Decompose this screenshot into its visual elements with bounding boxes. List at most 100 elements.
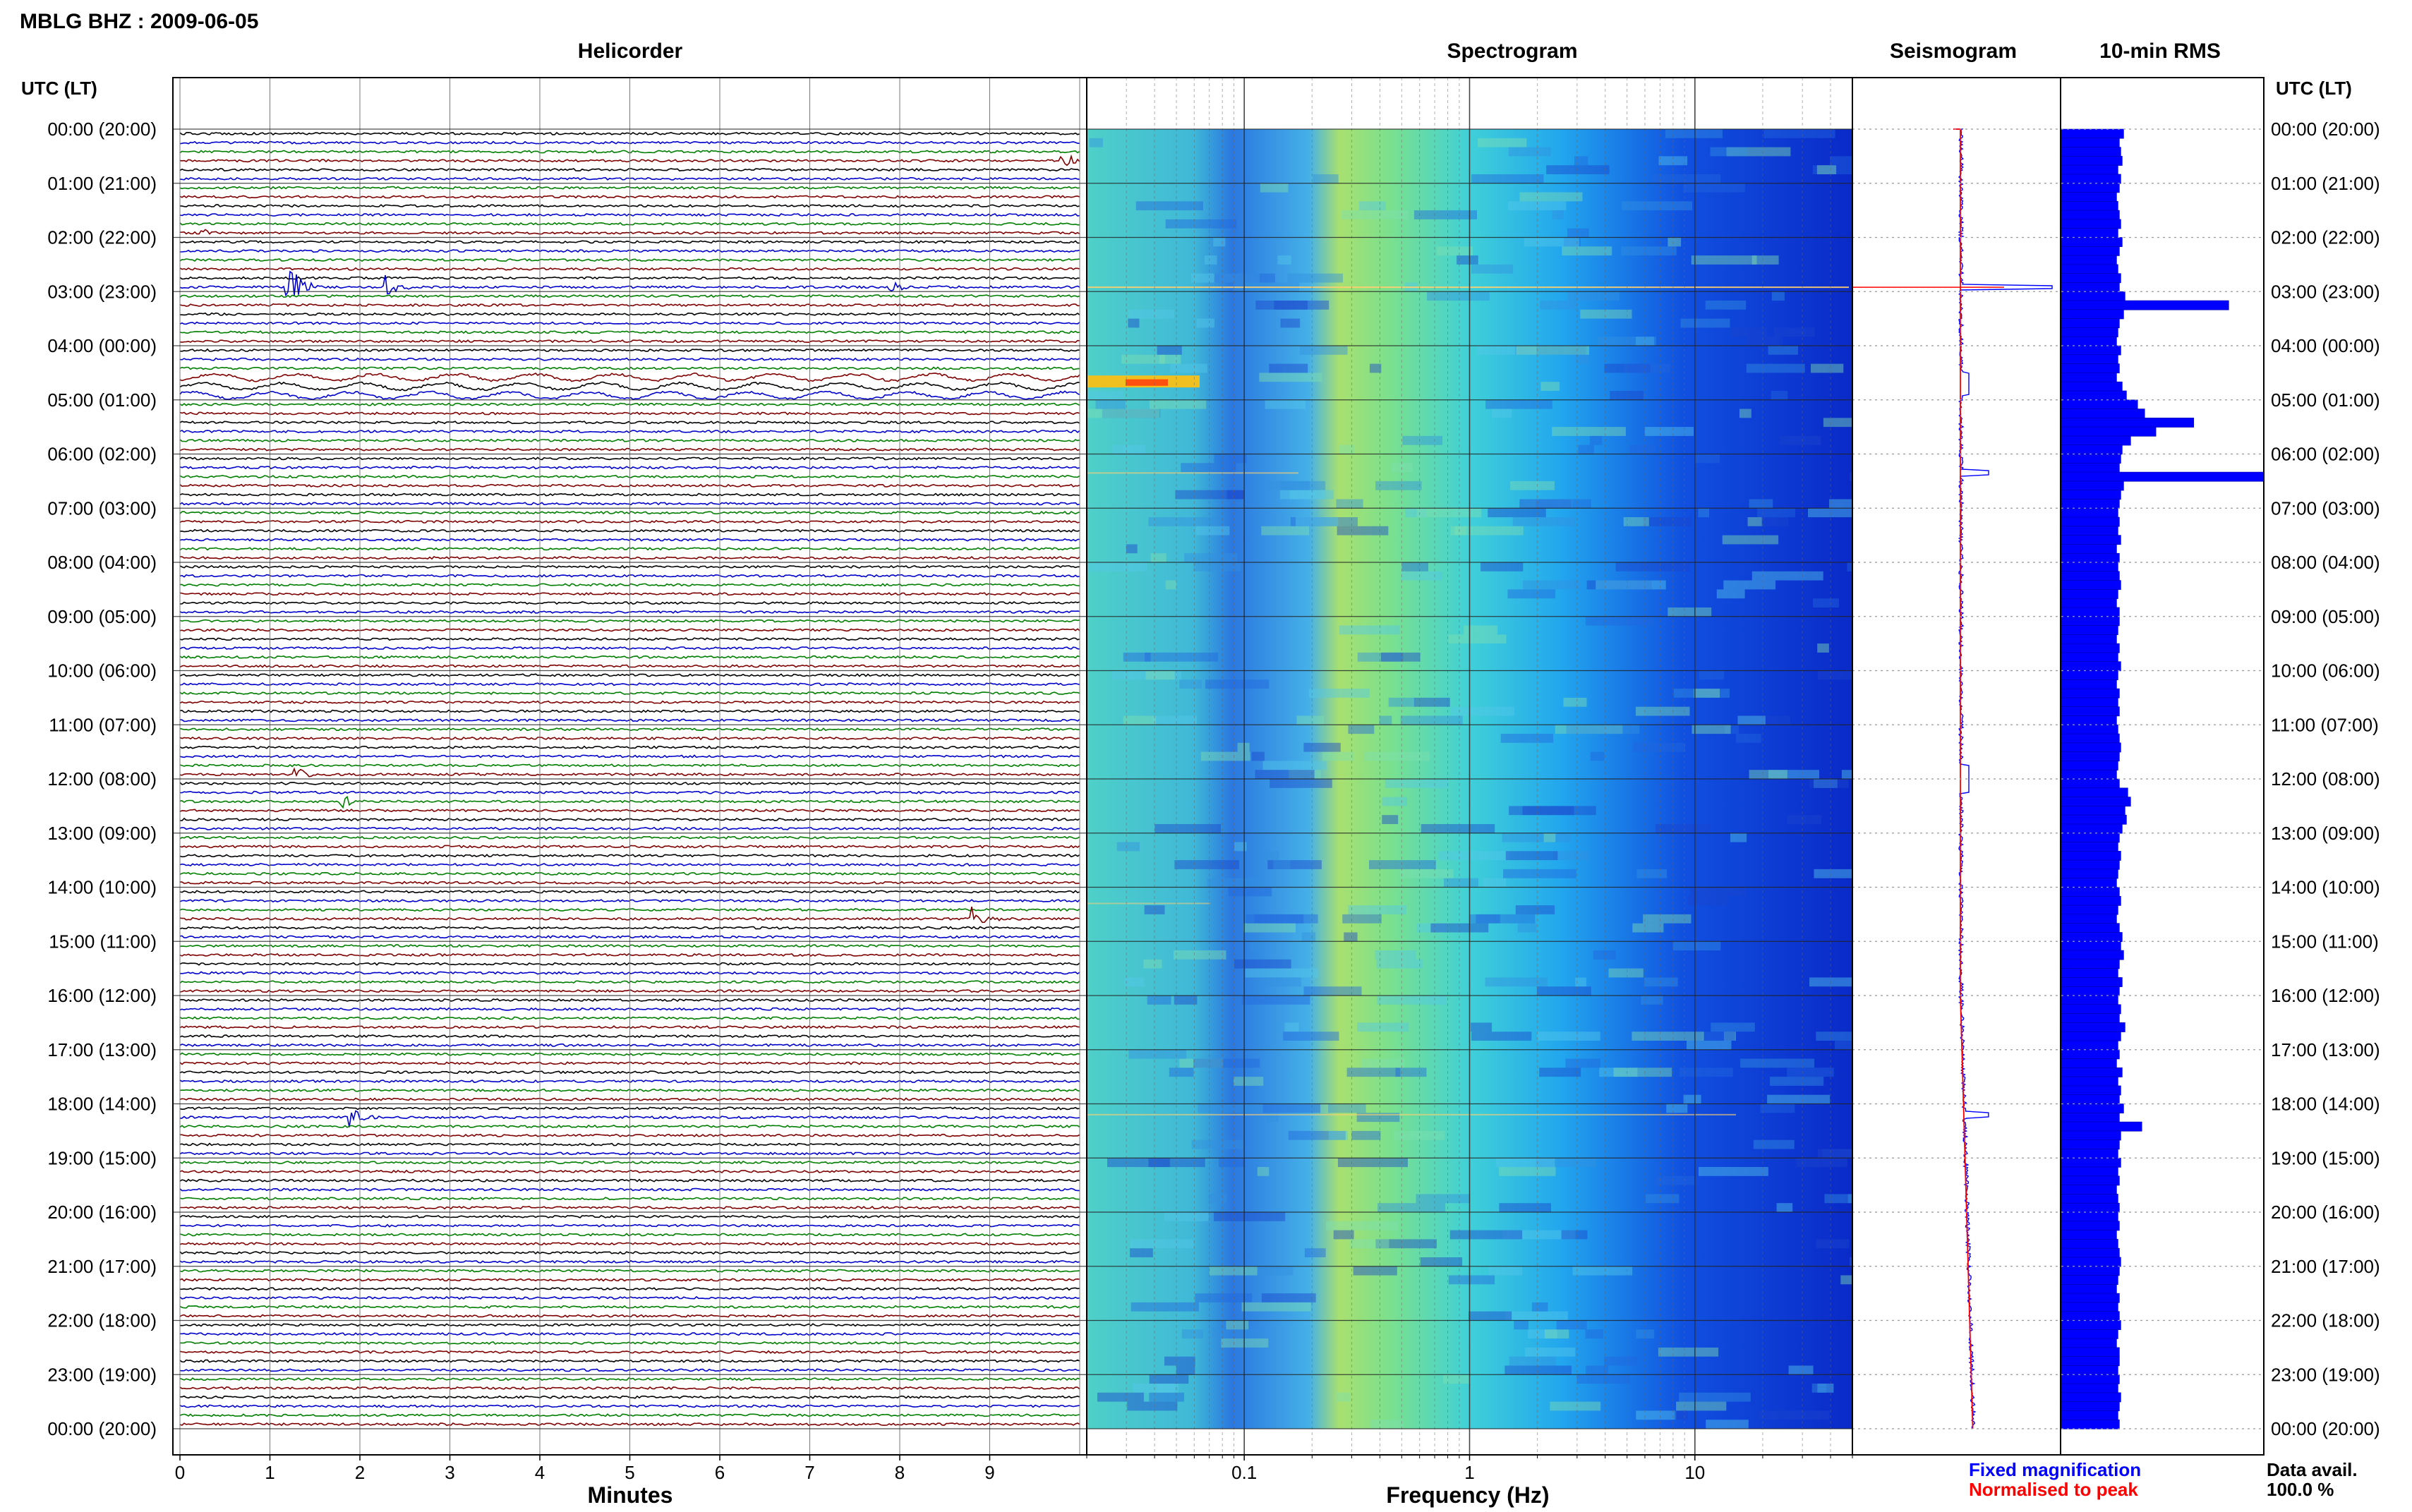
spectrogram-streak (1430, 923, 1489, 933)
spectrogram-streak (1448, 634, 1507, 644)
spectrogram-streak (1578, 444, 1594, 454)
spectrogram-streak (1524, 237, 1579, 247)
spectrogram-streak (1128, 1049, 1187, 1059)
spectrogram-streak (1710, 147, 1747, 157)
spectrogram-streak (1751, 571, 1823, 581)
rms-bar (2060, 571, 2120, 581)
spectrogram-streak (1635, 706, 1690, 716)
rms-bar (2060, 1068, 2123, 1077)
rms-bar (2060, 851, 2121, 861)
spectrogram-streak (1771, 291, 1785, 301)
rms-bar (2060, 381, 2123, 392)
rms-bar (2060, 950, 2124, 960)
spectrogram-streak (1576, 1374, 1630, 1384)
spectrogram-streak (1128, 318, 1140, 328)
time-label-left: 18:00 (14:00) (47, 1094, 157, 1115)
rms-bar (2060, 373, 2117, 382)
rms-bar (2060, 1392, 2121, 1403)
spectrogram-streak (1193, 562, 1241, 571)
spectrogram-streak (1349, 1239, 1389, 1249)
spectrogram-streak (1629, 444, 1655, 454)
rms-bar (2060, 1311, 2120, 1322)
time-label-left: 13:00 (09:00) (47, 823, 157, 844)
spectrogram-streak (1130, 1302, 1199, 1312)
spectrogram-streak (1572, 1266, 1633, 1276)
spectrogram-streak (1502, 833, 1571, 842)
spectrogram-streak (1269, 363, 1308, 373)
rms-bar (2060, 778, 2120, 789)
time-label-right: 12:00 (08:00) (2271, 768, 2380, 790)
spectrogram-streak (1768, 770, 1819, 779)
spectrogram-streak (1348, 905, 1406, 914)
spectrogram-streak (1443, 1374, 1471, 1384)
spectrogram-streak (1763, 129, 1835, 138)
spectrogram-streak (1656, 1175, 1695, 1185)
spectrogram-streak (1817, 670, 1852, 680)
time-labels: 00:00 (20:00) 00:00 (20:00) 01:00 (21:00) 0… (47, 119, 2380, 1439)
rms-bar (2060, 688, 2120, 698)
rms-bar (2060, 544, 2117, 554)
rms-bar (2060, 806, 2125, 816)
rms-bar (2060, 616, 2120, 627)
spectrogram-streak (1228, 887, 1272, 897)
spectrogram-streak (1817, 643, 1829, 653)
rms-bar (2060, 318, 2120, 329)
spectrogram-streak (1522, 806, 1596, 816)
rms-bar (2060, 282, 2120, 292)
spectrogram-streak (1095, 399, 1126, 409)
spectrogram-streak (1213, 237, 1226, 247)
spectrogram-streak (1739, 409, 1751, 418)
spectrogram-streak (1722, 535, 1779, 545)
spectrogram-streak (1176, 1365, 1195, 1375)
spectrogram-streak (1488, 1266, 1523, 1276)
rms-bar (2060, 1157, 2121, 1168)
spectrogram-streak (1364, 751, 1430, 761)
spectrogram-streak (1555, 725, 1623, 734)
spectrogram-streak (1402, 435, 1443, 445)
spectrogram-streak (1245, 968, 1319, 978)
rms-bar (2060, 887, 2120, 897)
spectrogram-streak (1405, 508, 1428, 518)
rms-bar (2060, 291, 2125, 301)
spectrogram-streak (1527, 1329, 1557, 1339)
spectrogram-streak (1668, 607, 1712, 617)
spectrogram-streak (1485, 977, 1548, 987)
rms-panel (2060, 128, 2265, 1429)
spectrogram-streak (1679, 1068, 1733, 1077)
spectrogram-streak (1170, 363, 1207, 373)
rms-bar (2060, 1094, 2120, 1105)
spectrogram-streak (1339, 625, 1400, 635)
rms-bar (2060, 932, 2123, 942)
spectrogram-streak (1544, 1329, 1569, 1339)
spectrogram-streak (1658, 156, 1688, 166)
spectrogram-streak (1565, 1058, 1600, 1068)
spectrogram-streak (1586, 1365, 1609, 1375)
spectrogram-streak (1598, 337, 1656, 346)
time-label-right: 10:00 (06:00) (2271, 660, 2380, 682)
spectrogram-streak (1621, 246, 1677, 256)
spectrogram-streak (1205, 255, 1217, 265)
time-label-right: 00:00 (20:00) (2271, 1418, 2380, 1439)
spectrogram-streak (1749, 770, 1787, 779)
spectrogram-streak (1328, 1103, 1366, 1113)
rms-bar (2060, 1076, 2118, 1087)
spectrogram-streak (1567, 228, 1589, 238)
spectrogram-streak (1128, 309, 1174, 319)
spectrogram-streak (1723, 1032, 1736, 1041)
rms-bar (2060, 1275, 2118, 1286)
rms-bar (2060, 327, 2118, 337)
time-label-left: 11:00 (07:00) (49, 714, 157, 735)
time-label-left: 23:00 (19:00) (47, 1364, 157, 1385)
rms-bar (2060, 986, 2120, 996)
rms-bar (2060, 589, 2118, 599)
spectrogram-streak (1116, 842, 1140, 852)
rms-bar (2060, 625, 2118, 636)
spectrogram-streak (1353, 1266, 1397, 1276)
seismogram-title: Seismogram (1890, 40, 2017, 63)
spectrogram-streak (1130, 1239, 1194, 1249)
time-label-left: 03:00 (23:00) (47, 281, 157, 302)
spectrogram-streak (1767, 1094, 1831, 1104)
spectrogram-streak (1679, 1392, 1751, 1402)
spectrogram-streak (1788, 1365, 1814, 1375)
spectrogram-streak (1145, 652, 1219, 662)
